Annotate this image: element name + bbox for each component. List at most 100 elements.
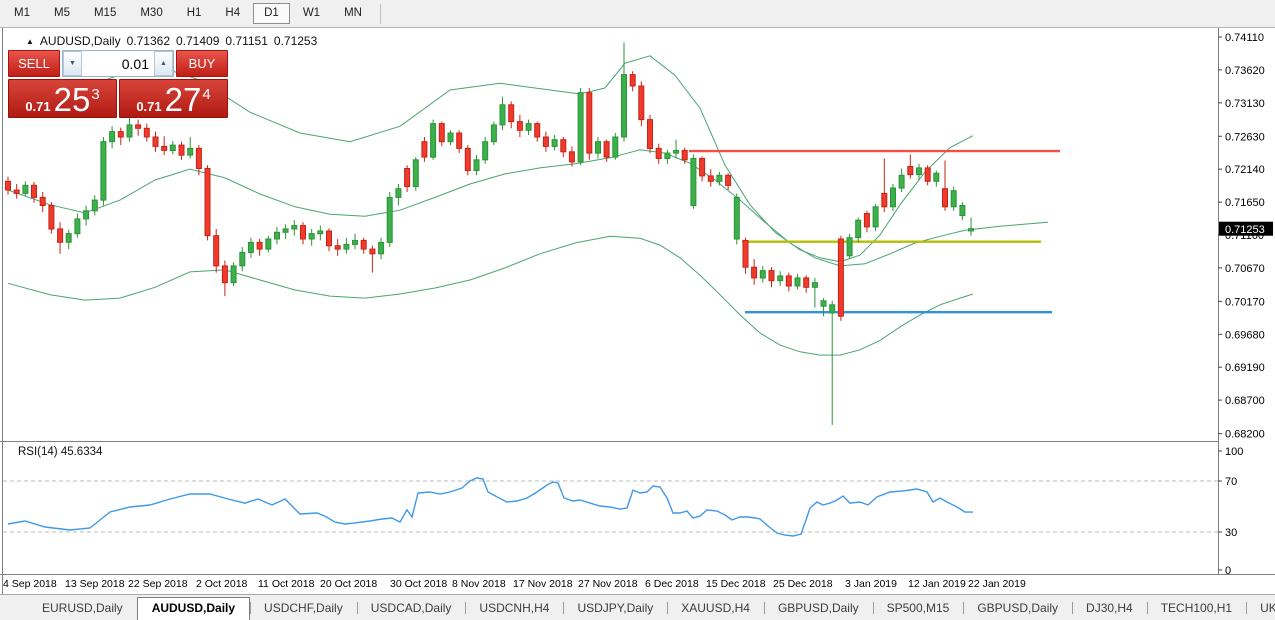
timeframe-button-h1[interactable]: H1: [176, 3, 213, 25]
candle-body: [551, 139, 558, 147]
time-tick-label: 12 Jan 2019: [908, 578, 966, 590]
timeframe-button-m30[interactable]: M30: [129, 3, 173, 25]
current-price-marker-label: 0.71253: [1225, 224, 1265, 236]
timeframe-button-h4[interactable]: H4: [214, 3, 251, 25]
chart-tab-usdchf-daily[interactable]: USDCHF,Daily: [250, 597, 357, 620]
price-tick-label: 0.71650: [1225, 197, 1265, 209]
candle-body: [508, 104, 515, 123]
candle-body: [525, 123, 532, 131]
candle-body: [317, 230, 324, 235]
candle-body: [213, 235, 220, 267]
candle-body: [109, 131, 116, 143]
candle-body: [725, 174, 732, 186]
time-tick-label: 15 Dec 2018: [706, 578, 766, 590]
candle-body: [655, 147, 662, 160]
candle-body: [395, 188, 402, 198]
rsi-tick-label: 100: [1225, 446, 1243, 458]
candle-body: [22, 184, 29, 194]
timeframe-button-mn[interactable]: MN: [333, 3, 373, 25]
candle-body: [846, 237, 853, 257]
timeframe-button-m15[interactable]: M15: [83, 3, 127, 25]
candle-body: [352, 239, 358, 245]
candle-body: [586, 92, 593, 154]
timeframe-button-m5[interactable]: M5: [43, 3, 81, 25]
timeframe-button-m1[interactable]: M1: [3, 3, 41, 25]
candle-body: [907, 166, 914, 176]
timeframe-button-d1[interactable]: D1: [253, 2, 290, 25]
chart-tab-usdjpy-daily[interactable]: USDJPY,Daily: [563, 597, 667, 620]
candle-body: [890, 187, 896, 208]
candles-layer: [5, 42, 974, 425]
candle-body: [829, 304, 836, 314]
candle-body: [733, 196, 740, 240]
chevron-up-icon: ▲: [160, 60, 167, 67]
chart-tab-usdcnh-h4[interactable]: USDCNH,H4: [465, 597, 563, 620]
candle-body: [473, 159, 480, 172]
candle-body: [421, 141, 428, 158]
volume-decrease-button[interactable]: ▼: [63, 51, 82, 76]
chart-tab-gbpusd-daily[interactable]: GBPUSD,Daily: [963, 597, 1072, 620]
candle-body: [161, 145, 168, 151]
volume-increase-button[interactable]: ▲: [154, 51, 173, 76]
chart-tab-eurusd-daily[interactable]: EURUSD,Daily: [42, 601, 123, 615]
candle-body: [629, 74, 636, 87]
candle-body: [291, 225, 298, 230]
candle-body: [872, 206, 879, 228]
chart-tab-sp500-m15[interactable]: SP500,M15: [872, 597, 964, 620]
price-tick-label: 0.68700: [1225, 395, 1265, 407]
buy-price-button[interactable]: 0.71 27 4: [119, 79, 228, 118]
candle-body: [152, 136, 159, 147]
candle-body: [647, 119, 653, 149]
candle-body: [464, 147, 471, 172]
sell-price-button[interactable]: 0.71 25 3: [8, 79, 117, 118]
candle-body: [699, 158, 706, 177]
chart-tab-xauusd-h4[interactable]: XAUUSD,H4: [667, 597, 764, 620]
candle-body: [863, 213, 870, 228]
candle-body: [178, 144, 185, 156]
candle-body: [360, 239, 367, 250]
time-tick-label: 22 Sep 2018: [128, 578, 188, 590]
sell-button[interactable]: SELL: [8, 50, 60, 77]
chart-tab-tech100-h1[interactable]: TECH100,H1: [1146, 597, 1246, 620]
candle-body: [612, 136, 619, 158]
price-chart-canvas[interactable]: RSI(14) 45.6334 0.74110 0.73620 0.73130 0.72…: [0, 28, 1275, 594]
candle-body: [274, 231, 280, 240]
candle-body: [959, 205, 966, 217]
candle-body: [942, 188, 948, 208]
candle-body: [412, 159, 419, 188]
candle-body: [603, 141, 610, 158]
chart-tab-usdcad-daily[interactable]: USDCAD,Daily: [356, 597, 466, 620]
price-tick-label: 0.73620: [1225, 65, 1265, 77]
time-tick-label: 11 Oct 2018: [258, 578, 315, 590]
ohlc-close: 0.71253: [273, 34, 318, 48]
chart-tab-dj30-h4[interactable]: DJ30,H4: [1072, 597, 1147, 620]
chart-area: RSI(14) 45.6334 0.74110 0.73620 0.73130 0.72…: [0, 28, 1275, 594]
candle-body: [230, 265, 237, 284]
chart-tab-audusd-daily[interactable]: AUDUSD,Daily: [136, 597, 251, 620]
chart-tab-ukoil-h1[interactable]: UKOil,H1: [1246, 597, 1275, 620]
ohlc-high: 0.71409: [176, 34, 220, 48]
candle-body: [742, 239, 749, 268]
candle-body: [143, 127, 150, 138]
candle-body: [308, 233, 315, 240]
price-tick-label: 0.74110: [1225, 32, 1264, 44]
candle-body: [490, 124, 497, 143]
candle-body: [256, 241, 263, 250]
chevron-down-icon: ▼: [69, 60, 76, 67]
price-tick-label: 0.72630: [1225, 131, 1265, 143]
candle-body: [638, 85, 645, 121]
timeframe-button-w1[interactable]: W1: [292, 3, 331, 25]
candle-body: [456, 132, 463, 149]
buy-button[interactable]: BUY: [176, 50, 228, 77]
candle-body: [482, 141, 489, 161]
candle-body: [282, 228, 289, 233]
candle-body: [100, 141, 107, 201]
chart-tab-gbpusd-daily[interactable]: GBPUSD,Daily: [763, 597, 873, 620]
price-tick-label: 0.70170: [1225, 296, 1265, 308]
timeframe-toolbar: M1 M5 M15 M30 H1 H4 D1 W1 MN: [0, 0, 1275, 28]
candle-body: [803, 277, 810, 288]
rsi-indicator-label: RSI(14) 45.6334: [18, 446, 103, 458]
chart-tabbar: EURUSD,Daily AUDUSD,Daily USDCHF,Daily USDC…: [0, 594, 1275, 620]
volume-input[interactable]: [82, 51, 154, 76]
